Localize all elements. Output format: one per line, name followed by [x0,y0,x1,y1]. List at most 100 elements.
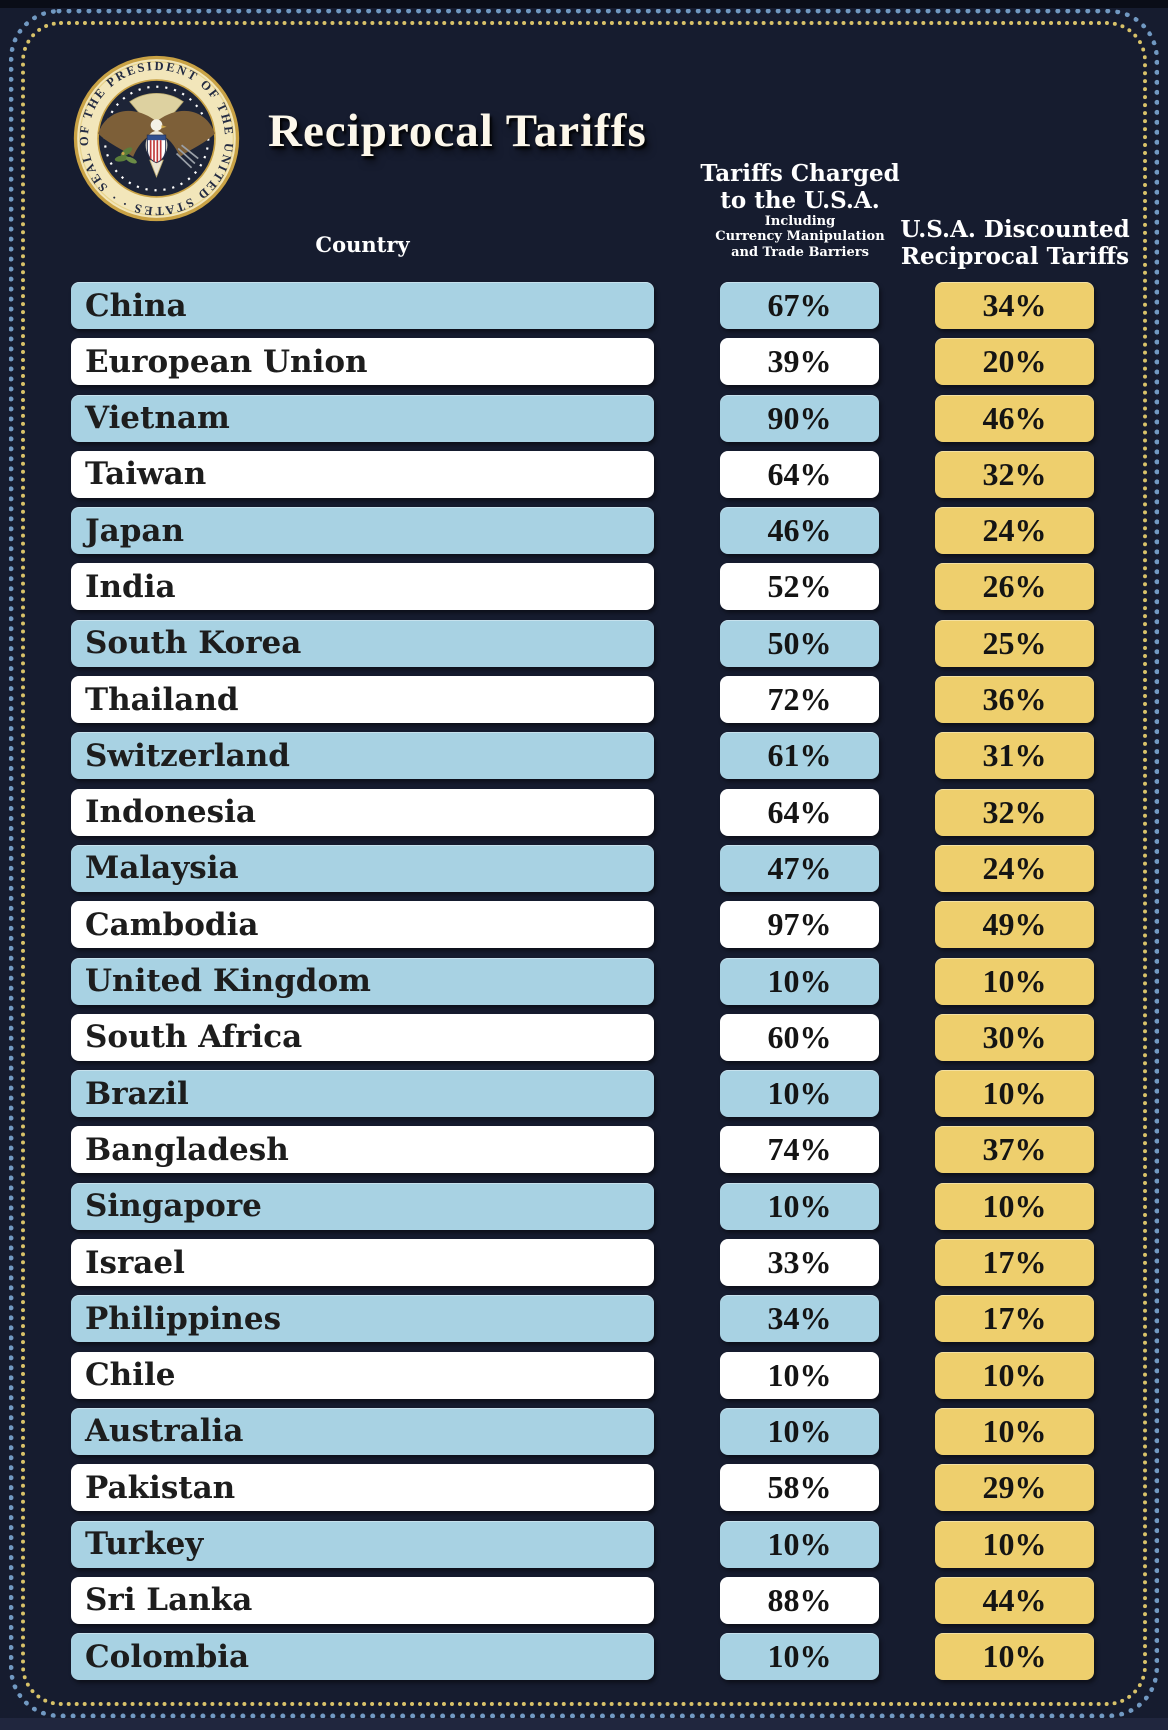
charged-tariff-cell: 10% [720,1182,879,1230]
arrows [175,144,199,169]
country-cell: Japan [71,507,654,555]
table-row: South Korea 50% 25% [0,619,1168,667]
country-cell: Pakistan [71,1464,654,1512]
presidential-seal-icon: SEAL OF THE PRESIDENT OF THE UNITED STAT… [73,55,240,222]
olive-branch [114,147,137,164]
country-cell: India [71,563,654,611]
column-header-country: Country [315,232,410,257]
country-cell: Australia [71,1407,654,1455]
charged-header-sub3: and Trade Barriers [731,244,869,260]
eagle-head [150,119,163,131]
country-cell: Bangladesh [71,1126,654,1174]
country-cell: Israel [71,1239,654,1287]
charged-tariff-cell: 39% [720,338,879,386]
table-row: Switzerland 61% 31% [0,732,1168,780]
charged-tariff-cell: 52% [720,563,879,611]
country-cell: Malaysia [71,844,654,892]
table-row: Australia 10% 10% [0,1407,1168,1455]
table-row: Colombia 10% 10% [0,1633,1168,1681]
tariff-table: China 67% 34% European Union 39% 20% Vietnam 90… [0,282,1168,1689]
country-cell: Thailand [71,676,654,724]
country-cell: Indonesia [71,788,654,836]
charged-header-line2: to the U.S.A. [720,187,880,214]
eagle-right-wing [158,110,215,157]
charged-tariff-cell: 64% [720,788,879,836]
charged-tariff-cell: 47% [720,844,879,892]
table-row: Thailand 72% 36% [0,676,1168,724]
discounted-tariff-cell: 44% [935,1576,1094,1624]
table-row: Singapore 10% 10% [0,1182,1168,1230]
table-row: Pakistan 58% 29% [0,1464,1168,1512]
discounted-tariff-cell: 24% [935,507,1094,555]
eagle-left-wing [98,110,155,157]
charged-tariff-cell: 97% [720,901,879,949]
table-row: Japan 46% 24% [0,507,1168,555]
bottom-edge-strip [0,1718,1168,1730]
country-cell: Switzerland [71,732,654,780]
column-header-tariffs-charged: Tariffs Charged to the U.S.A. Including … [690,160,910,260]
country-cell: Colombia [71,1633,654,1681]
charged-tariff-cell: 10% [720,957,879,1005]
charged-tariff-cell: 46% [720,507,879,555]
charged-header-line1: Tariffs Charged [700,160,900,187]
charged-tariff-cell: 10% [720,1351,879,1399]
discounted-tariff-cell: 32% [935,450,1094,498]
discounted-tariff-cell: 10% [935,1407,1094,1455]
table-row: European Union 39% 20% [0,338,1168,386]
seal-rays [129,92,184,135]
charged-tariff-cell: 61% [720,732,879,780]
discounted-tariff-cell: 10% [935,1182,1094,1230]
country-cell: Philippines [71,1295,654,1343]
discounted-header-line1: U.S.A. Discounted [900,216,1130,243]
country-cell: European Union [71,338,654,386]
charged-tariff-cell: 67% [720,282,879,329]
discounted-tariff-cell: 34% [935,282,1094,329]
table-row: China 67% 34% [0,282,1168,329]
discounted-tariff-cell: 24% [935,844,1094,892]
discounted-tariff-cell: 29% [935,1464,1094,1512]
discounted-tariff-cell: 10% [935,1520,1094,1568]
table-row: Vietnam 90% 46% [0,394,1168,442]
table-row: Philippines 34% 17% [0,1295,1168,1343]
discounted-tariff-cell: 30% [935,1013,1094,1061]
charged-tariff-cell: 33% [720,1239,879,1287]
table-row: Brazil 10% 10% [0,1070,1168,1118]
table-row: South Africa 60% 30% [0,1013,1168,1061]
charged-tariff-cell: 10% [720,1633,879,1681]
charged-tariff-cell: 88% [720,1576,879,1624]
eagle-beak [161,125,167,129]
charged-tariff-cell: 50% [720,619,879,667]
discounted-tariff-cell: 17% [935,1295,1094,1343]
table-row: Taiwan 64% 32% [0,450,1168,498]
country-cell: Chile [71,1351,654,1399]
country-cell: Turkey [71,1520,654,1568]
table-row: Turkey 10% 10% [0,1520,1168,1568]
discounted-tariff-cell: 37% [935,1126,1094,1174]
charged-header-sub2: Currency Manipulation [715,229,885,245]
top-edge-strip [0,0,1168,8]
charged-tariff-cell: 60% [720,1013,879,1061]
discounted-tariff-cell: 10% [935,1070,1094,1118]
charged-tariff-cell: 74% [720,1126,879,1174]
discounted-tariff-cell: 46% [935,394,1094,442]
discounted-tariff-cell: 36% [935,676,1094,724]
charged-tariff-cell: 90% [720,394,879,442]
discounted-tariff-cell: 10% [935,957,1094,1005]
country-cell: Cambodia [71,901,654,949]
discounted-tariff-cell: 32% [935,788,1094,836]
charged-tariff-cell: 10% [720,1407,879,1455]
discounted-tariff-cell: 25% [935,619,1094,667]
country-cell: Vietnam [71,394,654,442]
discounted-tariff-cell: 17% [935,1239,1094,1287]
table-row: India 52% 26% [0,563,1168,611]
table-row: United Kingdom 10% 10% [0,957,1168,1005]
discounted-tariff-cell: 31% [935,732,1094,780]
table-row: Malaysia 47% 24% [0,844,1168,892]
discounted-tariff-cell: 10% [935,1633,1094,1681]
discounted-tariff-cell: 49% [935,901,1094,949]
country-cell: China [71,282,654,329]
country-cell: Singapore [71,1182,654,1230]
charged-tariff-cell: 10% [720,1070,879,1118]
country-cell: South Korea [71,619,654,667]
